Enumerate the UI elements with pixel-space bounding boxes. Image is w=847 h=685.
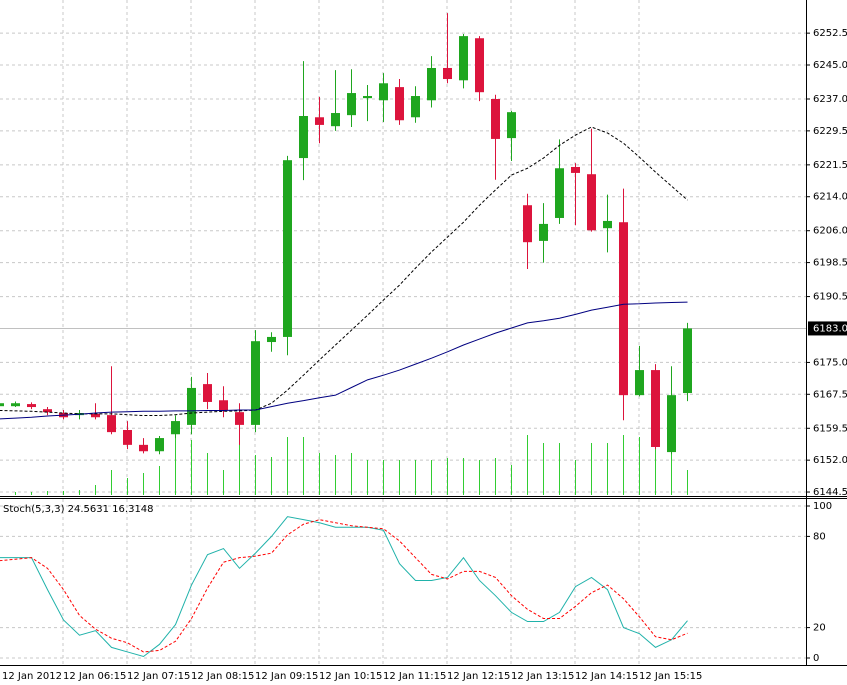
candle-body	[363, 96, 372, 99]
candle-body	[267, 336, 276, 343]
candle-body	[395, 87, 404, 121]
candle-body	[379, 83, 388, 101]
y-tick-label: 6214.0	[813, 192, 847, 203]
candle-body	[251, 341, 260, 425]
candle-body	[203, 384, 212, 402]
y-tick-label: 6221.5	[813, 160, 847, 171]
y-tick-label: 6245.0	[813, 60, 847, 71]
current-price-box	[808, 321, 847, 336]
candle-body	[411, 96, 420, 118]
candle-body	[603, 220, 612, 229]
candle-body	[315, 117, 324, 125]
candle-body	[651, 370, 660, 447]
candle-body	[443, 67, 452, 80]
x-tick-label: 12 Jan 06:15	[63, 671, 126, 682]
candle-body	[235, 412, 244, 425]
y-tick-label: 6144.5	[813, 487, 847, 498]
y-tick-label: 6229.5	[813, 126, 847, 137]
y-tick-label: 6159.5	[813, 423, 847, 434]
candle-body	[27, 404, 36, 408]
candle-body	[219, 400, 228, 411]
candle-body	[347, 93, 356, 116]
candle-body	[587, 174, 596, 231]
y-tick-label: 20	[813, 623, 826, 634]
candle-body	[331, 113, 340, 127]
candle-body	[667, 395, 676, 453]
y-tick-label: 80	[813, 531, 826, 542]
moving-average	[0, 301, 688, 420]
x-tick-label: 12 Jan 07:15	[127, 671, 190, 682]
candle-body	[619, 222, 628, 396]
candle-body	[11, 403, 20, 407]
x-tick-label: 12 Jan 15:15	[639, 671, 702, 682]
y-tick-label: 6206.0	[813, 226, 847, 237]
y-tick-label: 6190.5	[813, 292, 847, 303]
candle-body	[171, 421, 180, 435]
indicator-title: Stoch(5,3,3) 24.5631 16.3148	[3, 504, 154, 515]
candle-body	[555, 168, 564, 218]
moving-average	[0, 126, 688, 417]
candle-body	[43, 409, 52, 413]
candle-body	[0, 403, 4, 407]
candle-body	[123, 429, 132, 445]
x-tick-label: 12 Jan 10:15	[319, 671, 382, 682]
x-tick-label: 12 Jan 08:15	[191, 671, 254, 682]
candle-body	[539, 223, 548, 241]
y-tick-label: 6252.5	[813, 28, 847, 39]
y-tick-label: 100	[813, 501, 832, 512]
axis-layer: 12 Jan 2012 12 Jan 06:15 12 Jan 07:15 12 Ja…	[2, 28, 847, 682]
y-tick-label: 6237.0	[813, 94, 847, 105]
grid-layer	[0, 0, 806, 665]
y-tick-label: 6152.0	[813, 455, 847, 466]
plot-layer	[0, 13, 806, 658]
y-tick-label: 0	[813, 653, 819, 664]
x-tick-label: 12 Jan 2012	[2, 671, 62, 682]
y-tick-label: 6198.5	[813, 258, 847, 269]
candle-body	[459, 36, 468, 81]
current-price-label: 6183.0	[813, 323, 847, 334]
candle-body	[139, 444, 148, 452]
candle-body	[571, 166, 580, 173]
candle-body	[107, 415, 116, 433]
candle-body	[299, 115, 308, 159]
candle-body	[683, 328, 692, 394]
candle-body	[283, 160, 292, 337]
candle-body	[475, 38, 484, 93]
candle-body	[523, 205, 532, 243]
candle-body	[635, 370, 644, 396]
candle-body	[491, 99, 500, 139]
x-tick-label: 12 Jan 14:15	[575, 671, 638, 682]
indicator-line	[0, 519, 688, 653]
x-tick-label: 12 Jan 12:15	[447, 671, 510, 682]
indicator-line	[0, 516, 688, 658]
candle-body	[507, 112, 516, 139]
x-tick-label: 12 Jan 11:15	[383, 671, 446, 682]
x-tick-label: 12 Jan 09:15	[255, 671, 318, 682]
candle-body	[187, 387, 196, 425]
candle-body	[427, 67, 436, 101]
x-tick-label: 12 Jan 13:15	[511, 671, 574, 682]
candle-body	[155, 438, 164, 452]
y-tick-label: 6175.0	[813, 357, 847, 368]
y-tick-label: 6167.5	[813, 389, 847, 400]
candle-body	[91, 413, 100, 418]
